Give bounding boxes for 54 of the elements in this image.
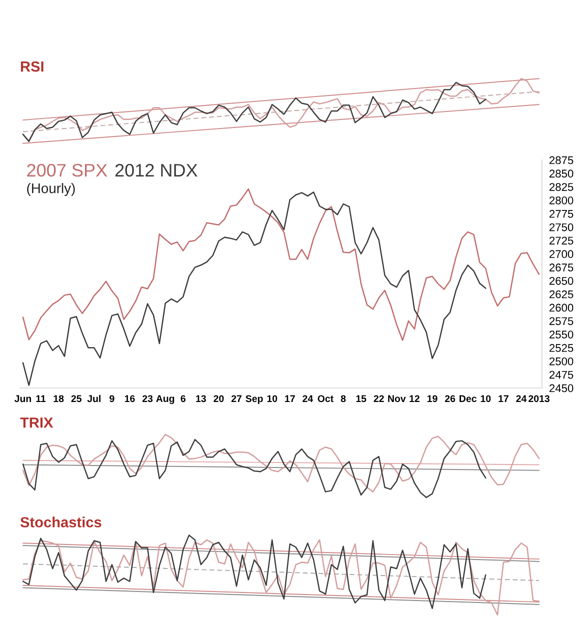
x-tick-label: Jun [14, 395, 32, 402]
x-tick-label: 24 [302, 395, 314, 402]
x-tick-label: 26 [444, 395, 456, 402]
y-tick-label: 2800 [550, 196, 574, 204]
chart-title: RSI [20, 61, 44, 72]
chart-title: Stochastics [20, 516, 102, 528]
y-tick-label: 2750 [550, 223, 574, 232]
x-tick-label: 23 [142, 395, 153, 402]
y-tick-label: 2875 [550, 156, 574, 164]
y-tick-label: 2850 [550, 170, 574, 178]
x-tick-label: 10 [267, 395, 278, 402]
y-tick-label: 2550 [550, 330, 574, 338]
y-tick-label: 2450 [550, 384, 574, 392]
x-tick-label: 20 [214, 395, 224, 402]
chart-title: TRIX [20, 418, 54, 428]
y-tick-label: 2625 [550, 290, 574, 298]
y-tick-label: 2825 [550, 183, 574, 191]
y-tick-label: 2725 [550, 236, 574, 245]
x-tick-label: 2013 [528, 395, 550, 402]
y-tick-label: 2700 [550, 250, 574, 258]
x-tick-label: 17 [498, 395, 508, 402]
x-tick-label: 13 [196, 395, 206, 402]
x-tick-label: 11 [36, 395, 46, 402]
x-tick-label: Nov [388, 395, 406, 402]
y-tick-label: 2475 [550, 370, 574, 379]
x-tick-label: 25 [71, 395, 82, 402]
x-tick-label: 16 [124, 395, 135, 402]
y-tick-label: 2575 [550, 317, 574, 326]
x-tick-label: 12 [410, 395, 420, 402]
y-tick-label: 2675 [550, 264, 574, 272]
x-tick-label: Aug [156, 395, 174, 404]
text: (Hourly) [27, 183, 75, 196]
text: 2007 SPX [27, 164, 108, 177]
x-tick-label: 18 [54, 395, 64, 402]
y-tick-label: 2650 [550, 276, 574, 285]
x-tick-label: Sep [246, 395, 263, 404]
text: 2012 NDX [115, 164, 198, 177]
x-tick-label: Dec [460, 395, 476, 402]
x-tick-label: 27 [231, 395, 242, 402]
x-tick-label: 10 [480, 395, 491, 402]
x-tick-label: 17 [285, 395, 295, 402]
x-tick-label: 8 [340, 395, 346, 402]
x-tick-label: 19 [427, 395, 438, 402]
x-tick-label: 24 [516, 395, 527, 402]
y-tick-label: 2775 [550, 210, 574, 218]
x-tick-label: Oct [318, 395, 334, 402]
x-tick-label: Jul [87, 394, 100, 402]
x-tick-label: 15 [356, 395, 366, 402]
y-tick-label: 2600 [550, 304, 574, 312]
x-tick-label: 6 [180, 395, 186, 402]
x-tick-label: 9 [110, 395, 114, 402]
y-tick-label: 2500 [550, 357, 574, 366]
y-tick-label: 2525 [550, 344, 574, 352]
x-tick-label: 22 [374, 395, 384, 402]
